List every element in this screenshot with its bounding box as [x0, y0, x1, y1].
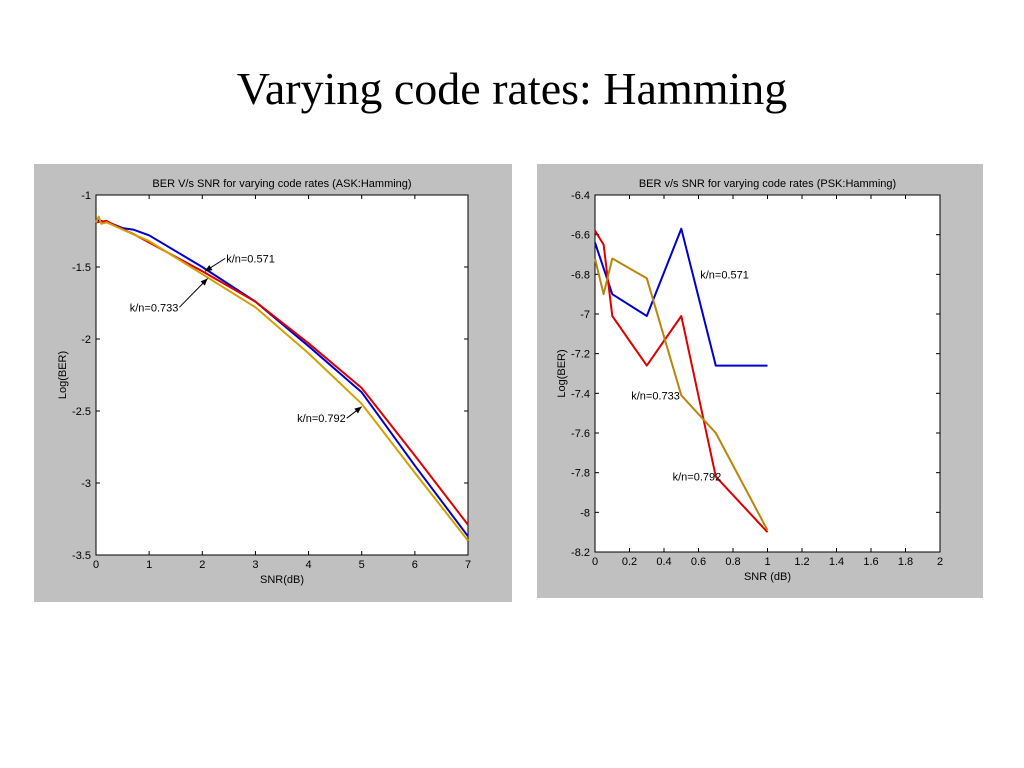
ask-plot-area [95, 194, 469, 556]
psk-x-tick-label: 1.6 [863, 556, 878, 568]
psk-annotation-label: k/n=0.792 [673, 472, 722, 484]
ask-series-line-k-n-0-792 [95, 215, 469, 542]
ask-x-axis-label: SNR(dB) [260, 574, 304, 586]
ask-annotation-arrowhead [204, 265, 213, 272]
psk-y-tick-label: -7.4 [571, 388, 590, 400]
ask-x-tick-label: 6 [412, 559, 418, 571]
psk-y-tick-label: -7.8 [571, 468, 590, 480]
ask-y-tick-label: -2.5 [72, 406, 91, 418]
psk-y-tick-label: -8.2 [571, 547, 590, 559]
ask-x-tick-label: 1 [146, 559, 152, 571]
ask-annotation-label: k/n=0.733 [130, 302, 179, 314]
ask-annotation-label: k/n=0.571 [226, 253, 275, 265]
ask-annotation-arrowhead [354, 406, 362, 414]
psk-y-tick-label: -7.2 [571, 349, 590, 361]
psk-y-tick-label: -7.6 [571, 428, 590, 440]
ask-chart-title: BER V/s SNR for varying code rates (ASK:… [152, 178, 411, 190]
psk-x-axis-label: SNR (dB) [744, 571, 791, 583]
ask-y-tick-label: -3.5 [72, 550, 91, 562]
ask-x-tick-label: 0 [93, 559, 99, 571]
psk-y-tick-label: -8 [580, 507, 590, 519]
psk-x-tick-label: 0.2 [622, 556, 637, 568]
slide-title: Varying code rates: Hamming [236, 63, 788, 114]
psk-annotation-label: k/n=0.733 [631, 390, 680, 402]
psk-x-tick-label: 0.4 [656, 556, 671, 568]
ask-ber-chart: BER V/s SNR for varying code rates (ASK:… [57, 178, 471, 586]
psk-y-tick-label: -7 [580, 309, 590, 321]
ask-x-tick-label: 5 [359, 559, 365, 571]
psk-y-tick-label: -6.6 [571, 230, 590, 242]
psk-x-tick-label: 1 [764, 556, 770, 568]
psk-x-tick-label: 1.2 [794, 556, 809, 568]
psk-x-tick-label: 1.8 [898, 556, 913, 568]
psk-ber-chart: BER v/s SNR for varying code rates (PSK:… [556, 178, 943, 583]
psk-y-tick-label: -6.8 [571, 269, 590, 281]
psk-annotation-label: k/n=0.571 [700, 269, 749, 281]
psk-series-line-k-n-0-792 [594, 257, 769, 531]
ask-x-tick-label: 3 [252, 559, 258, 571]
psk-x-tick-label: 0.6 [691, 556, 706, 568]
ask-annotation-arrowhead [200, 278, 208, 286]
psk-y-tick-label: -6.4 [571, 190, 590, 202]
ask-annotation-label: k/n=0.792 [297, 413, 346, 425]
psk-chart-panel: BER v/s SNR for varying code rates (PSK:… [537, 164, 983, 598]
ask-x-tick-label: 7 [465, 559, 471, 571]
ask-x-tick-label: 4 [306, 559, 312, 571]
ask-y-tick-label: -2 [81, 334, 91, 346]
psk-series-line-k-n-0-733 [594, 230, 769, 533]
psk-chart-title: BER v/s SNR for varying code rates (PSK:… [639, 178, 896, 190]
psk-y-axis-label: Log(BER) [556, 349, 568, 397]
ask-x-tick-label: 2 [199, 559, 205, 571]
psk-x-tick-label: 0.8 [725, 556, 740, 568]
psk-plot-area [594, 194, 941, 553]
ask-y-tick-label: -1.5 [72, 262, 91, 274]
ask-y-axis-label: Log(BER) [57, 351, 69, 399]
psk-x-tick-label: 1.4 [829, 556, 844, 568]
psk-x-tick-label: 2 [937, 556, 943, 568]
psk-x-tick-label: 0 [592, 556, 598, 568]
ask-y-tick-label: -3 [81, 478, 91, 490]
ask-y-tick-label: -1 [81, 190, 91, 202]
ask-chart-panel: BER V/s SNR for varying code rates (ASK:… [34, 164, 512, 602]
